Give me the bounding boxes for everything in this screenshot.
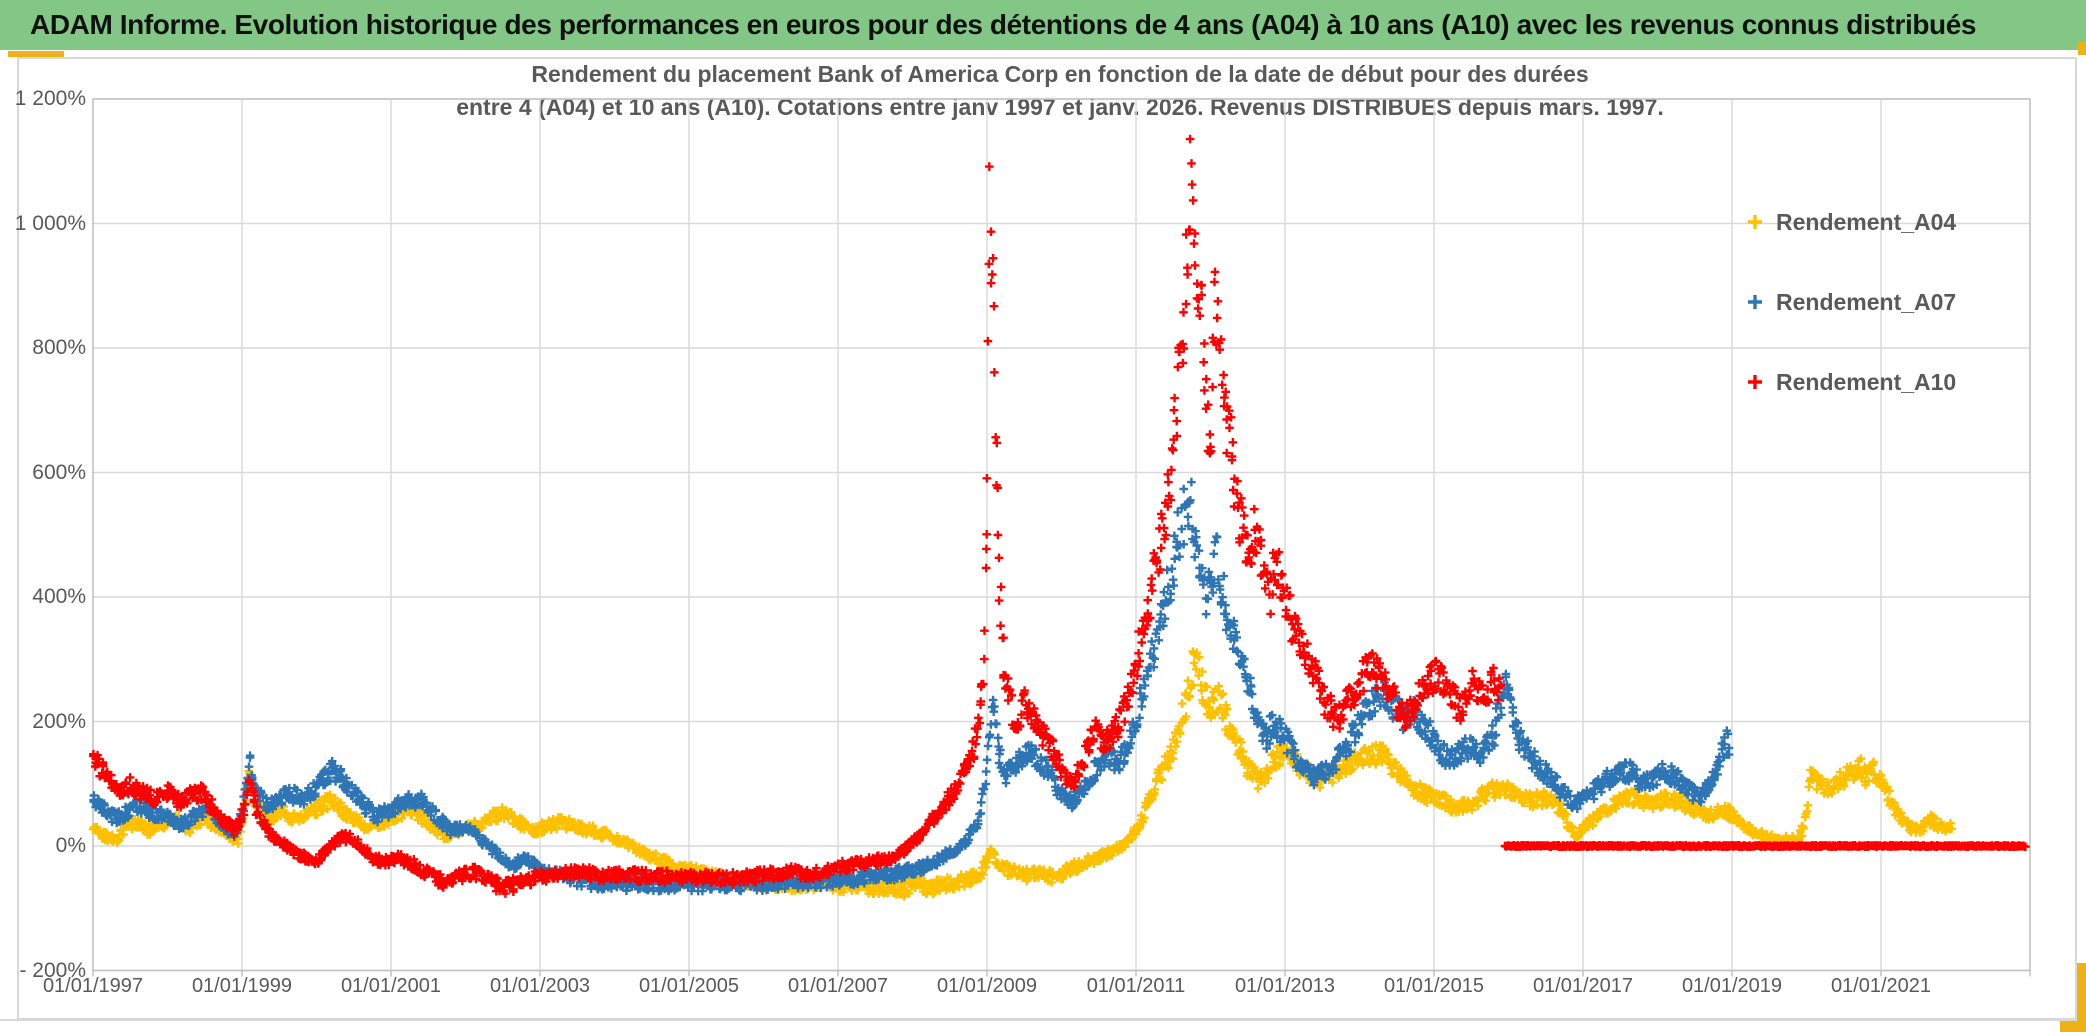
series-rendement_a10	[89, 134, 2030, 898]
x-axis-label: 01/01/2007	[787, 975, 889, 997]
x-axis-label: 01/01/1997	[42, 975, 144, 997]
y-axis-label: 0%	[55, 834, 86, 857]
legend-label: Rendement_A10	[1776, 368, 1957, 395]
accent-bar-bottom-right	[2077, 963, 2086, 1032]
y-axis-label: 200%	[32, 709, 86, 733]
y-axis-label: 1 200%	[14, 87, 86, 110]
plus-marker-icon	[1748, 215, 1762, 229]
legend-label: Rendement_A07	[1776, 288, 1957, 315]
plus-marker-icon	[1748, 375, 1762, 389]
legend-label: Rendement_A04	[1776, 208, 1957, 235]
header-banner: ADAM Informe. Evolution historique des p…	[0, 0, 2086, 50]
legend-item-rendement-a10[interactable]: Rendement_A10	[1746, 360, 1956, 404]
data-series-group	[88, 134, 2030, 901]
x-axis-label: 01/01/2019	[1681, 975, 1783, 997]
plot-border	[92, 98, 2031, 972]
legend-item-rendement-a04[interactable]: Rendement_A04	[1746, 200, 1956, 244]
y-axis-label: 800%	[32, 336, 86, 359]
y-axis-label: 400%	[32, 585, 86, 608]
x-axis-label: 01/01/2001	[340, 975, 442, 997]
x-axis-label: 01/01/2005	[638, 975, 740, 997]
legend-item-rendement-a07[interactable]: Rendement_A07	[1746, 280, 1956, 324]
x-axis-label: 01/01/2003	[489, 975, 591, 997]
x-axis-label: 01/01/1999	[191, 975, 293, 997]
x-axis-label: 01/01/2021	[1830, 975, 1932, 997]
y-axis-label: 1 000%	[14, 211, 86, 235]
x-axis-label: 01/01/2011	[1086, 975, 1186, 997]
chart-title-line1: Rendement du placement Bank of America C…	[531, 61, 1589, 87]
chart-bottom-border	[0, 1019, 2077, 1021]
x-axis-label: 01/01/2017	[1532, 975, 1634, 997]
y-axis-label: - 200%	[19, 958, 86, 982]
accent-bar-top-right	[2078, 42, 2086, 55]
x-axis-label: 01/01/2013	[1234, 975, 1336, 997]
y-axis-label: 600%	[32, 460, 86, 484]
accent-bar-top-left	[8, 51, 64, 57]
page-title: ADAM Informe. Evolution historique des p…	[30, 9, 1977, 40]
x-axis-label: 01/01/2015	[1383, 975, 1485, 997]
plus-marker-icon	[1748, 295, 1762, 309]
x-axis-label: 01/01/2009	[936, 975, 1038, 997]
